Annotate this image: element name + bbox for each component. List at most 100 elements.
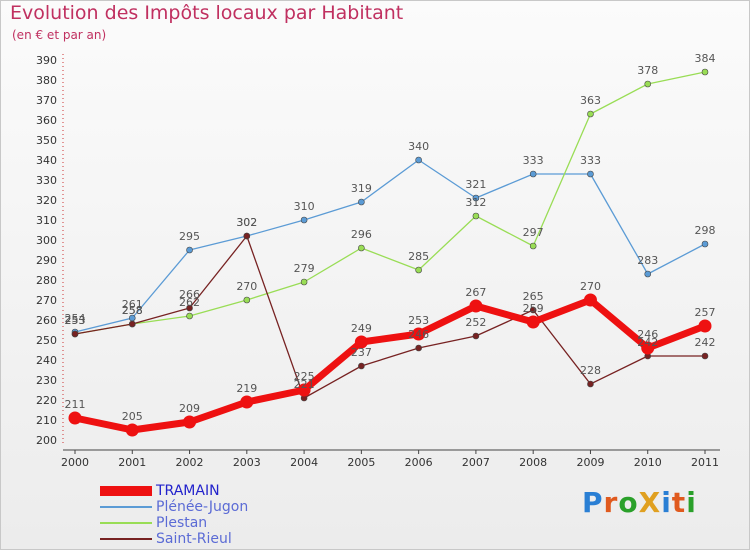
chart-subtitle: (en € et par an) <box>12 28 107 42</box>
y-tick-label: 380 <box>36 74 57 87</box>
data-point <box>469 299 483 313</box>
x-tick-label: 2006 <box>405 456 433 469</box>
legend-item-plenee-jugon: Plénée-Jugon <box>100 499 320 515</box>
logo-letter: P <box>582 486 604 519</box>
data-label: 253 <box>65 314 86 327</box>
data-point <box>529 242 537 250</box>
x-tick-label: 2003 <box>233 456 261 469</box>
series-line-2 <box>74 71 706 335</box>
data-point <box>587 110 594 118</box>
data-label: 270 <box>236 280 257 293</box>
data-label: 296 <box>351 228 372 241</box>
axes: 200 210 220 230 240 250 260 270 280 290 300 310 320 3… <box>36 54 720 469</box>
legend-item-plestan: Plestan <box>100 515 320 531</box>
data-point <box>583 293 597 307</box>
legend-swatch-plenee-jugon <box>100 506 152 508</box>
data-point <box>297 383 311 397</box>
y-tick-label: 390 <box>36 54 57 67</box>
data-point <box>125 423 139 437</box>
series-points <box>68 68 712 437</box>
data-label: 270 <box>580 280 601 293</box>
data-label: 253 <box>65 314 86 327</box>
data-point <box>415 266 422 274</box>
data-label: 258 <box>122 304 143 317</box>
data-label: 261 <box>122 298 143 311</box>
data-point <box>644 270 652 278</box>
data-label: 321 <box>465 178 486 191</box>
data-label: 265 <box>523 290 544 303</box>
y-tick-label: 330 <box>36 174 57 187</box>
data-label: 246 <box>408 328 429 341</box>
data-point <box>128 320 136 328</box>
data-label: 221 <box>294 378 315 391</box>
data-point <box>644 80 652 88</box>
data-label: 384 <box>695 52 716 65</box>
series-line-0 <box>74 296 707 434</box>
y-tick-label: 240 <box>36 354 57 367</box>
y-tick-label: 220 <box>36 394 57 407</box>
data-label: 257 <box>695 306 716 319</box>
data-point <box>415 344 422 352</box>
data-label: 219 <box>236 382 257 395</box>
data-point <box>354 335 368 349</box>
data-point <box>186 312 193 320</box>
x-tick-label: 2005 <box>347 456 375 469</box>
data-label: 378 <box>637 64 658 77</box>
data-point <box>71 330 79 338</box>
data-label: 205 <box>122 410 143 423</box>
legend: TRAMAIN Plénée-Jugon Plestan Saint-Rieul <box>100 483 320 547</box>
data-label: 228 <box>580 364 601 377</box>
data-label: 266 <box>179 288 200 301</box>
data-label: 262 <box>179 296 200 309</box>
y-tick-label: 340 <box>36 154 57 167</box>
data-label: 302 <box>236 216 257 229</box>
data-label: 333 <box>523 154 544 167</box>
logo-letter: t <box>671 486 687 519</box>
x-tick-label: 2008 <box>519 456 547 469</box>
y-tick-label: 230 <box>36 374 57 387</box>
data-point <box>587 380 594 388</box>
data-label: 363 <box>580 94 601 107</box>
y-tick-label: 360 <box>36 114 57 127</box>
y-tick-label: 260 <box>36 314 57 327</box>
legend-item-saint-rieul: Saint-Rieul <box>100 531 320 547</box>
data-point <box>472 332 480 340</box>
y-tick-label: 290 <box>36 254 57 267</box>
y-tick-label: 300 <box>36 234 57 247</box>
logo-letter: r <box>603 486 619 519</box>
data-point <box>300 278 308 286</box>
data-label: 283 <box>637 254 658 267</box>
data-label: 209 <box>179 402 200 415</box>
series-line-1 <box>74 159 706 333</box>
legend-item-tramain: TRAMAIN <box>100 483 320 499</box>
data-label: 254 <box>65 312 86 325</box>
data-point <box>472 194 480 202</box>
y-tick-label: 320 <box>36 194 57 207</box>
data-label: 237 <box>351 346 372 359</box>
y-tick-label: 250 <box>36 334 57 347</box>
data-label: 258 <box>122 304 143 317</box>
x-tick-label: 2011 <box>691 456 719 469</box>
data-point <box>243 232 251 240</box>
data-point <box>641 341 655 355</box>
data-label: 211 <box>65 398 86 411</box>
data-label: 312 <box>465 196 486 209</box>
data-point <box>701 352 709 360</box>
data-point <box>412 327 426 341</box>
data-point <box>358 198 365 206</box>
data-label: 225 <box>294 370 315 383</box>
data-point <box>358 362 365 370</box>
data-point <box>183 415 197 429</box>
data-point <box>472 212 480 220</box>
data-point <box>698 319 712 333</box>
y-tick-label: 270 <box>36 294 57 307</box>
logo-letter: i <box>661 486 672 519</box>
proxiti-logo: ProXiti <box>582 486 697 519</box>
data-label: 333 <box>580 154 601 167</box>
legend-label-plestan: Plestan <box>156 515 208 531</box>
data-label: 319 <box>351 182 372 195</box>
data-label: 295 <box>179 230 200 243</box>
legend-label-saint-rieul: Saint-Rieul <box>156 531 232 547</box>
